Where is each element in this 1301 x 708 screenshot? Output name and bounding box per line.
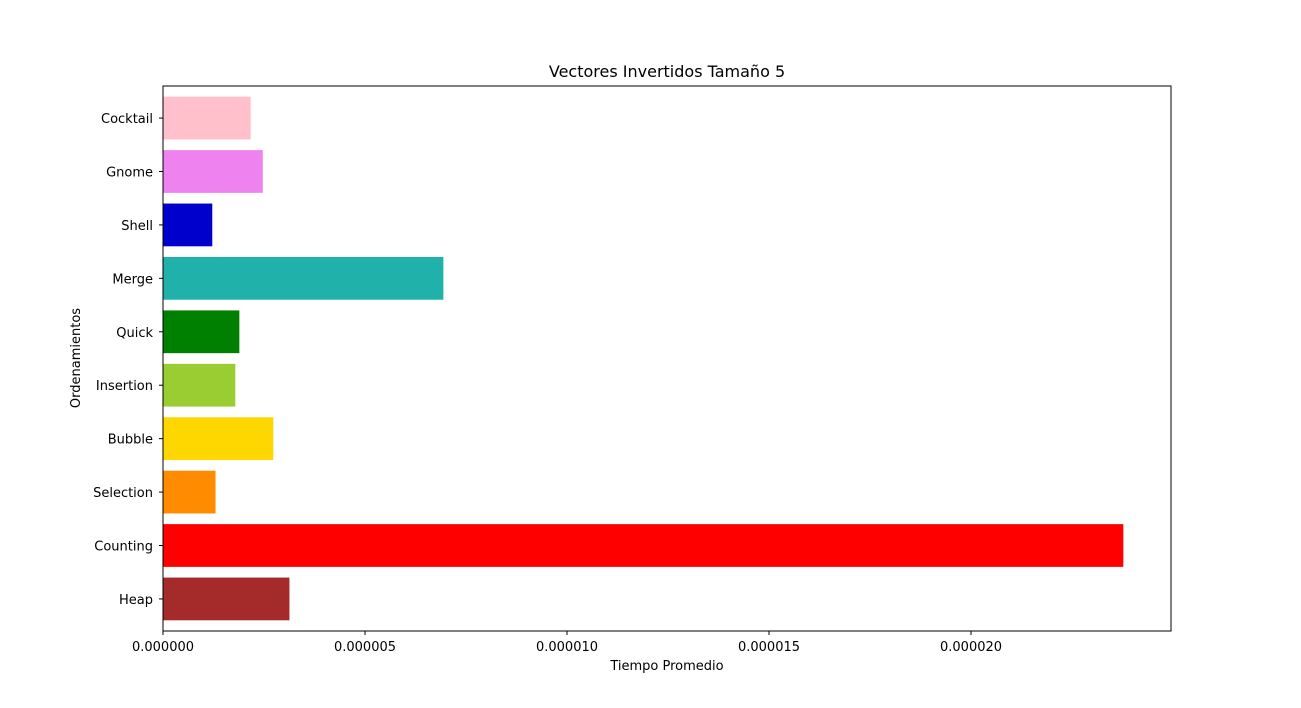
x-tick-label: 0.000005 bbox=[334, 640, 396, 655]
bar-bubble bbox=[163, 417, 274, 461]
y-tick-label: Shell bbox=[121, 219, 153, 234]
x-tick-label: 0.000000 bbox=[132, 640, 194, 655]
x-tick-label: 0.000015 bbox=[738, 640, 800, 655]
x-tick-label: 0.000020 bbox=[940, 640, 1002, 655]
y-axis-label: Ordenamientos bbox=[69, 308, 84, 408]
bar-merge bbox=[163, 256, 444, 300]
y-tick-label: Heap bbox=[119, 593, 153, 608]
x-axis-label: Tiempo Promedio bbox=[609, 659, 723, 674]
bar-insertion bbox=[163, 363, 236, 407]
y-tick-label: Insertion bbox=[96, 379, 153, 394]
bars-group bbox=[163, 96, 1124, 621]
y-tick-label: Merge bbox=[112, 272, 153, 287]
x-axis: 0.000000 0.000005 0.000010 0.000015 0.000020 bbox=[132, 631, 1002, 655]
bar-selection bbox=[163, 470, 216, 514]
y-tick-label: Selection bbox=[93, 486, 153, 501]
y-tick-label: Counting bbox=[94, 540, 153, 555]
bar-gnome bbox=[163, 150, 263, 193]
y-tick-label: Cocktail bbox=[101, 112, 153, 127]
x-tick-label: 0.000010 bbox=[536, 640, 598, 655]
bar-cocktail bbox=[163, 96, 251, 140]
plot-frame bbox=[162, 85, 1172, 632]
y-axis: Heap Counting Selection Bubble Insertion Quic… bbox=[93, 112, 163, 608]
y-tick-label: Gnome bbox=[106, 165, 153, 180]
chart-title: Vectores Invertidos Tamaño 5 bbox=[549, 62, 785, 81]
bar-heap bbox=[163, 577, 290, 621]
y-tick-label: Bubble bbox=[108, 433, 153, 448]
bar-shell bbox=[163, 203, 213, 247]
bar-counting bbox=[163, 524, 1124, 567]
bar-quick bbox=[163, 310, 240, 354]
y-tick-label: Quick bbox=[116, 326, 153, 341]
